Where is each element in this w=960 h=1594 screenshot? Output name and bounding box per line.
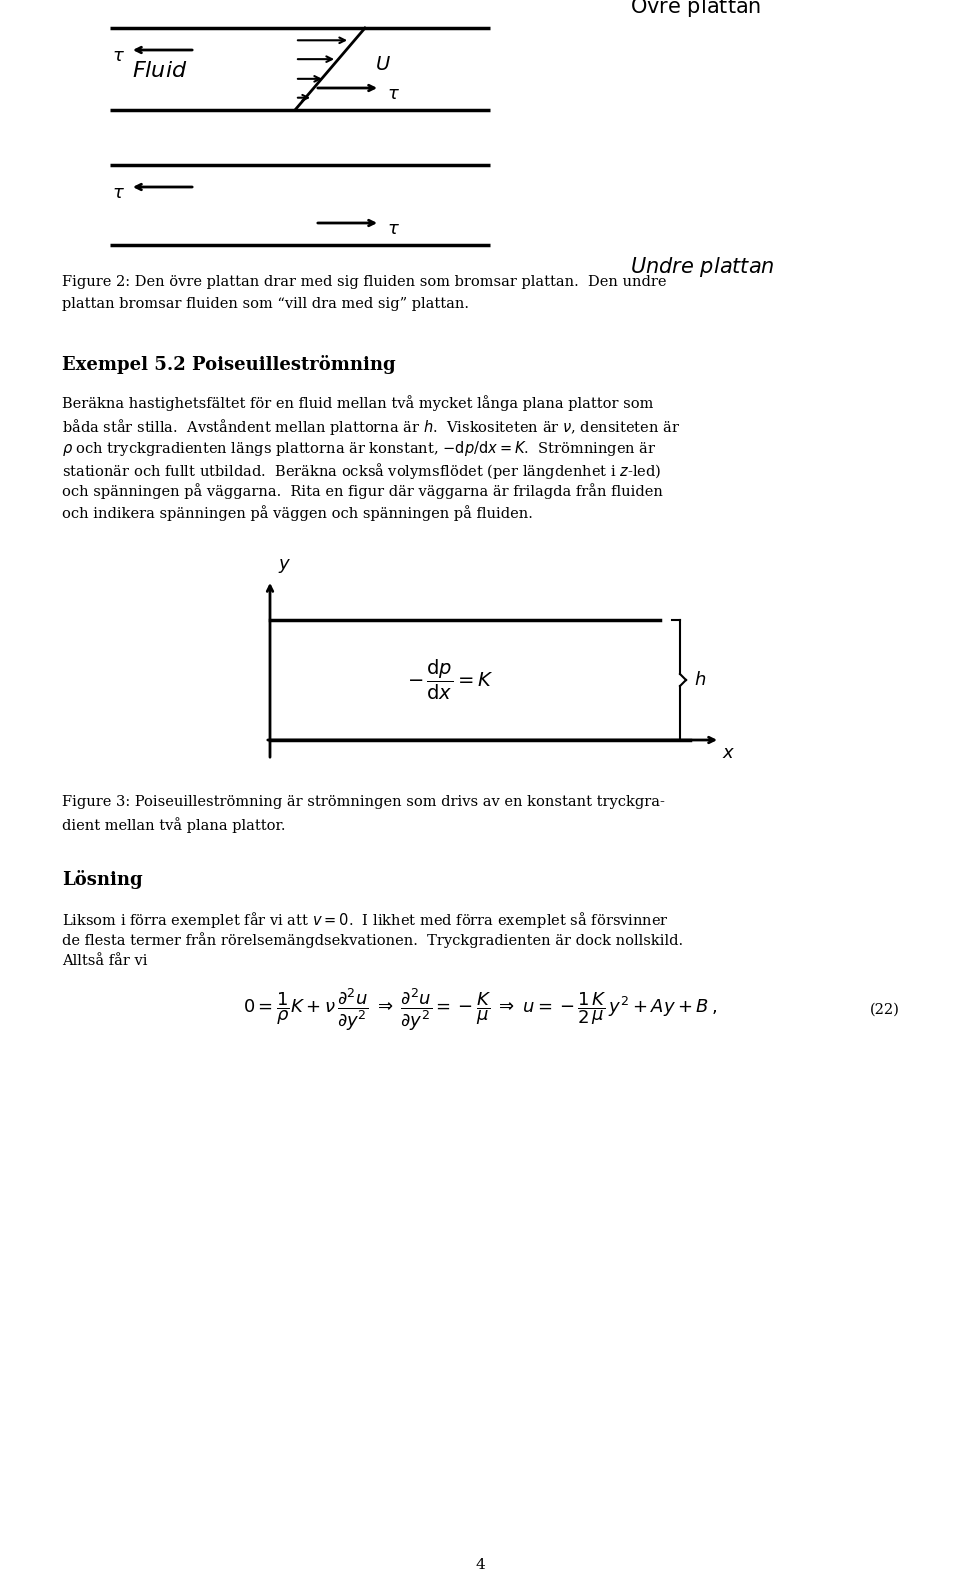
Text: Figure 3: Poiseuilleströmning är strömningen som drivs av en konstant tryckgra-: Figure 3: Poiseuilleströmning är strömni… xyxy=(62,795,665,810)
Text: båda står stilla.  Avståndent mellan plattorna är $h$.  Viskositeten är $\nu$, d: båda står stilla. Avståndent mellan plat… xyxy=(62,418,681,437)
Text: Liksom i förra exemplet får vi att $v = 0$.  I likhet med förra exemplet så förs: Liksom i förra exemplet får vi att $v = … xyxy=(62,910,669,929)
Text: $\mathit{Undre\ plattan}$: $\mathit{Undre\ plattan}$ xyxy=(630,255,775,279)
Text: $\tau$: $\tau$ xyxy=(111,46,125,65)
Text: plattan bromsar fluiden som “vill dra med sig” plattan.: plattan bromsar fluiden som “vill dra me… xyxy=(62,296,469,311)
Text: $\rho$ och tryckgradienten längs plattorna är konstant, $-\mathrm{d}p/\mathrm{d}: $\rho$ och tryckgradienten längs plattor… xyxy=(62,438,657,457)
Text: $\tau$: $\tau$ xyxy=(111,183,125,202)
Text: (22): (22) xyxy=(870,1003,900,1017)
Text: $y$: $y$ xyxy=(278,556,291,575)
Text: 4: 4 xyxy=(475,1557,485,1572)
Text: $\tau$: $\tau$ xyxy=(387,84,399,104)
Text: och indikera spänningen på väggen och spänningen på fluiden.: och indikera spänningen på väggen och sp… xyxy=(62,505,533,521)
Text: $-\,\dfrac{\mathrm{d}p}{\mathrm{d}x} = K$: $-\,\dfrac{\mathrm{d}p}{\mathrm{d}x} = K… xyxy=(407,658,493,701)
Text: $h$: $h$ xyxy=(694,671,707,689)
Text: Figure 2: Den övre plattan drar med sig fluiden som bromsar plattan.  Den undre: Figure 2: Den övre plattan drar med sig … xyxy=(62,276,666,289)
Text: $U$: $U$ xyxy=(375,54,391,73)
Text: de flesta termer från rörelsemängdsekvationen.  Tryckgradienten är dock nollskil: de flesta termer från rörelsemängdsekvat… xyxy=(62,932,684,948)
Text: $\tau$: $\tau$ xyxy=(387,220,399,238)
Text: $x$: $x$ xyxy=(722,744,735,762)
Text: $0 = \dfrac{1}{\rho}K + \nu\,\dfrac{\partial^2 u}{\partial y^2} \;\Rightarrow\; : $0 = \dfrac{1}{\rho}K + \nu\,\dfrac{\par… xyxy=(243,987,717,1033)
Text: Lösning: Lösning xyxy=(62,870,143,889)
Text: $\mathit{Fluid}$: $\mathit{Fluid}$ xyxy=(132,61,188,81)
Text: Exempel 5.2 Poiseuilleströmning: Exempel 5.2 Poiseuilleströmning xyxy=(62,355,396,375)
Text: Alltså får vi: Alltså får vi xyxy=(62,953,148,968)
Text: Beräkna hastighetsfältet för en fluid mellan två mycket långa plana plattor som: Beräkna hastighetsfältet för en fluid me… xyxy=(62,395,654,411)
Text: och spänningen på väggarna.  Rita en figur där väggarna är frilagda från fluiden: och spänningen på väggarna. Rita en figu… xyxy=(62,483,662,499)
Text: dient mellan två plana plattor.: dient mellan två plana plattor. xyxy=(62,818,285,834)
Text: stationär och fullt utbildad.  Beräkna också volymsflödet (per längdenhet i $z$-: stationär och fullt utbildad. Beräkna oc… xyxy=(62,461,661,481)
Text: $\overline{\mathrm{Övre\ plattan}}$: $\overline{\mathrm{Övre\ plattan}}$ xyxy=(630,0,763,21)
